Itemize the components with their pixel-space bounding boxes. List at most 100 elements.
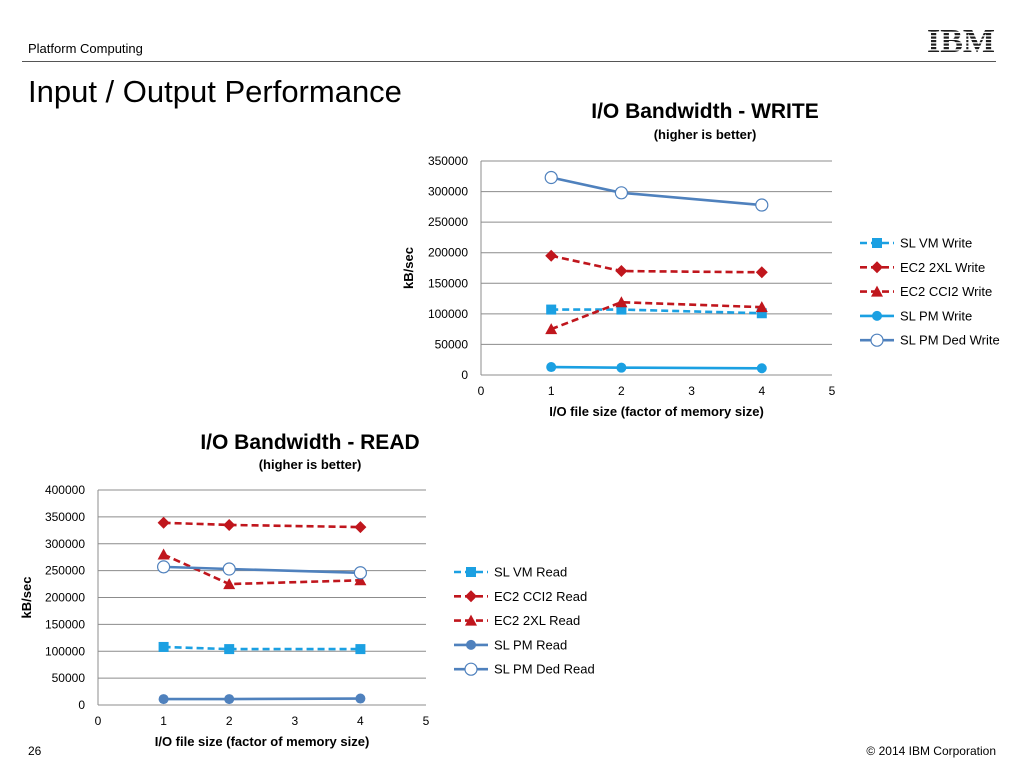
series-sl-pm-ded-read [157, 560, 367, 580]
chart-title: I/O Bandwidth - READ [200, 431, 419, 454]
legend-marker [871, 261, 883, 274]
series-ec2-2xl-write [545, 249, 768, 279]
data-point [546, 304, 557, 315]
legend-item: SL PM Ded Read [454, 662, 595, 677]
data-point [224, 644, 235, 655]
ibm-logo: IBM [927, 26, 995, 54]
y-tick-label: 0 [461, 368, 468, 382]
y-tick-label: 50000 [52, 671, 86, 685]
legend-label: EC2 2XL Read [494, 613, 580, 628]
page-title: Input / Output Performance [28, 74, 402, 109]
x-tick-label: 5 [829, 384, 836, 398]
series-line [163, 697, 361, 701]
y-tick-label: 50000 [435, 337, 469, 351]
legend-item: EC2 CCI2 Write [860, 284, 992, 299]
series-ec2-cci2-read [157, 516, 367, 534]
data-point [222, 562, 236, 576]
series-line [163, 645, 361, 651]
legend-label: SL PM Read [494, 637, 567, 652]
chart-subtitle: (higher is better) [654, 127, 757, 142]
y-tick-label: 200000 [428, 246, 468, 260]
data-point [354, 574, 367, 586]
data-point [157, 548, 170, 560]
data-point [158, 641, 169, 652]
legend-label: SL PM Write [900, 308, 972, 323]
legend-item: SL VM Write [860, 236, 972, 251]
data-point [756, 308, 767, 319]
chart-write: I/O Bandwidth - WRITE (higher is better) 0… [401, 100, 1000, 419]
data-point [224, 694, 235, 705]
ibm-logo-text: IBM [927, 26, 995, 54]
y-tick-label: 150000 [45, 617, 85, 631]
y-tick-label: 300000 [45, 537, 85, 551]
series-line [551, 308, 762, 315]
x-tick-label: 4 [357, 714, 364, 728]
x-tick-label: 3 [688, 384, 695, 398]
x-tick-label: 5 [423, 714, 430, 728]
data-point [615, 265, 628, 278]
legend-item: SL PM Read [454, 637, 567, 652]
x-tick-label: 2 [618, 384, 625, 398]
data-point [355, 644, 366, 655]
data-point [755, 301, 768, 313]
series-line [163, 521, 361, 529]
legend-marker [870, 333, 884, 347]
data-point [223, 518, 236, 531]
legend-item: SL VM Read [454, 565, 567, 580]
series-line [163, 565, 361, 575]
legend-label: SL VM Read [494, 565, 567, 580]
series-line [551, 365, 762, 370]
y-axis-label: kB/sec [19, 577, 34, 619]
legend-marker [871, 285, 883, 297]
data-point [755, 198, 769, 212]
series-line [550, 300, 762, 331]
y-tick-label: 100000 [45, 644, 85, 658]
y-tick-label: 250000 [45, 564, 85, 578]
legend-item: SL PM Ded Write [860, 333, 1000, 348]
data-point [223, 578, 236, 590]
data-point [756, 363, 767, 374]
legend-marker [464, 662, 478, 676]
legend-marker [466, 567, 476, 577]
y-tick-label: 350000 [428, 154, 468, 168]
data-point [353, 566, 367, 580]
chart-read: I/O Bandwidth - READ (higher is better) 0 5… [19, 431, 595, 749]
data-point [545, 249, 558, 262]
x-tick-label: 4 [758, 384, 765, 398]
series-sl-pm-ded-write [544, 170, 769, 212]
section-label: Platform Computing [28, 41, 143, 56]
y-tick-label: 350000 [45, 510, 85, 524]
y-tick-label: 150000 [428, 276, 468, 290]
x-tick-label: 2 [226, 714, 233, 728]
y-tick-label: 300000 [428, 185, 468, 199]
data-point [354, 521, 367, 534]
data-point [355, 693, 366, 704]
data-point [157, 516, 170, 529]
page-number: 26 [28, 744, 42, 758]
series-ec2-2xl-read [157, 548, 367, 590]
data-point [616, 362, 627, 373]
data-point [546, 362, 557, 373]
y-tick-label: 0 [78, 698, 85, 712]
legend-label: EC2 2XL Write [900, 260, 985, 275]
legend-label: SL PM Ded Write [900, 333, 1000, 348]
x-tick-label: 3 [291, 714, 298, 728]
legend-item: EC2 CCI2 Read [454, 589, 587, 604]
legend-marker [872, 238, 882, 248]
series-sl-pm-write [546, 362, 767, 374]
x-tick-label: 0 [95, 714, 102, 728]
series-ec2-cci2-write [545, 296, 768, 335]
chart-title: I/O Bandwidth - WRITE [591, 100, 818, 123]
y-tick-label: 200000 [45, 591, 85, 605]
series-sl-vm-read [158, 641, 366, 655]
series-sl-vm-write [546, 304, 767, 319]
y-tick-label: 400000 [45, 483, 85, 497]
legend-label: EC2 CCI2 Read [494, 589, 587, 604]
x-tick-label: 1 [548, 384, 555, 398]
x-axis-label: I/O file size (factor of memory size) [155, 734, 370, 749]
x-axis-label: I/O file size (factor of memory size) [549, 404, 764, 419]
legend-marker [466, 639, 476, 650]
data-point [755, 266, 768, 279]
legend-label: SL VM Write [900, 236, 972, 251]
